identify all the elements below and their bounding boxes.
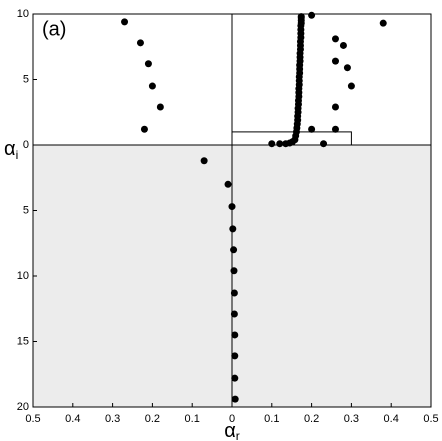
y-tick-label: 10 xyxy=(17,270,29,282)
y-tick-label: 5 xyxy=(23,73,29,85)
x-tick-label: 0.1 xyxy=(264,413,279,425)
data-point xyxy=(320,140,328,148)
data-point xyxy=(308,125,316,133)
data-point xyxy=(379,19,387,27)
x-tick-label: 0.5 xyxy=(423,413,438,425)
y-tick-label: 10 xyxy=(17,8,29,20)
data-point xyxy=(331,103,339,111)
data-point xyxy=(308,11,316,19)
data-point xyxy=(224,180,232,188)
y-tick-label: 15 xyxy=(17,335,29,347)
x-tick-label: 0 xyxy=(229,413,235,425)
y-axis-label: αi xyxy=(4,138,18,162)
data-point xyxy=(231,395,239,403)
data-point xyxy=(230,246,238,254)
data-point xyxy=(339,41,347,49)
data-point xyxy=(231,352,239,360)
x-tick-label: 0.3 xyxy=(105,413,120,425)
data-point xyxy=(140,125,148,133)
x-axis-label: αr xyxy=(224,420,240,441)
data-point xyxy=(200,157,208,165)
y-tick-label: 0 xyxy=(23,139,29,151)
data-point xyxy=(230,289,238,297)
data-point xyxy=(231,374,239,382)
data-point xyxy=(331,125,339,133)
y-label-subscript: i xyxy=(16,148,19,162)
data-point xyxy=(331,35,339,43)
x-tick-label: 0.4 xyxy=(384,413,399,425)
y-tick-label: 5 xyxy=(23,204,29,216)
data-point xyxy=(276,140,284,148)
data-point xyxy=(343,64,351,72)
x-label-subscript: r xyxy=(236,429,240,441)
data-point xyxy=(331,57,339,65)
data-point xyxy=(136,39,144,47)
data-point xyxy=(228,203,236,211)
data-point xyxy=(230,310,238,318)
x-tick-label: 0.3 xyxy=(344,413,359,425)
data-point xyxy=(347,82,355,90)
data-point xyxy=(230,267,238,275)
data-point xyxy=(297,13,305,21)
data-point xyxy=(268,140,276,148)
y-tick-label: 20 xyxy=(17,401,29,413)
data-point xyxy=(148,82,156,90)
data-point xyxy=(231,331,239,339)
data-point xyxy=(144,60,152,68)
panel-label: (a) xyxy=(42,18,66,40)
x-tick-label: 0.2 xyxy=(145,413,160,425)
y-label-symbol: α xyxy=(4,138,16,160)
x-tick-label: 0.2 xyxy=(304,413,319,425)
x-tick-label: 0.5 xyxy=(25,413,40,425)
x-tick-label: 0.4 xyxy=(65,413,80,425)
data-point xyxy=(121,18,129,26)
data-point xyxy=(229,225,237,233)
x-label-symbol: α xyxy=(224,420,236,441)
data-point xyxy=(156,103,164,111)
x-tick-label: 0.1 xyxy=(185,413,200,425)
